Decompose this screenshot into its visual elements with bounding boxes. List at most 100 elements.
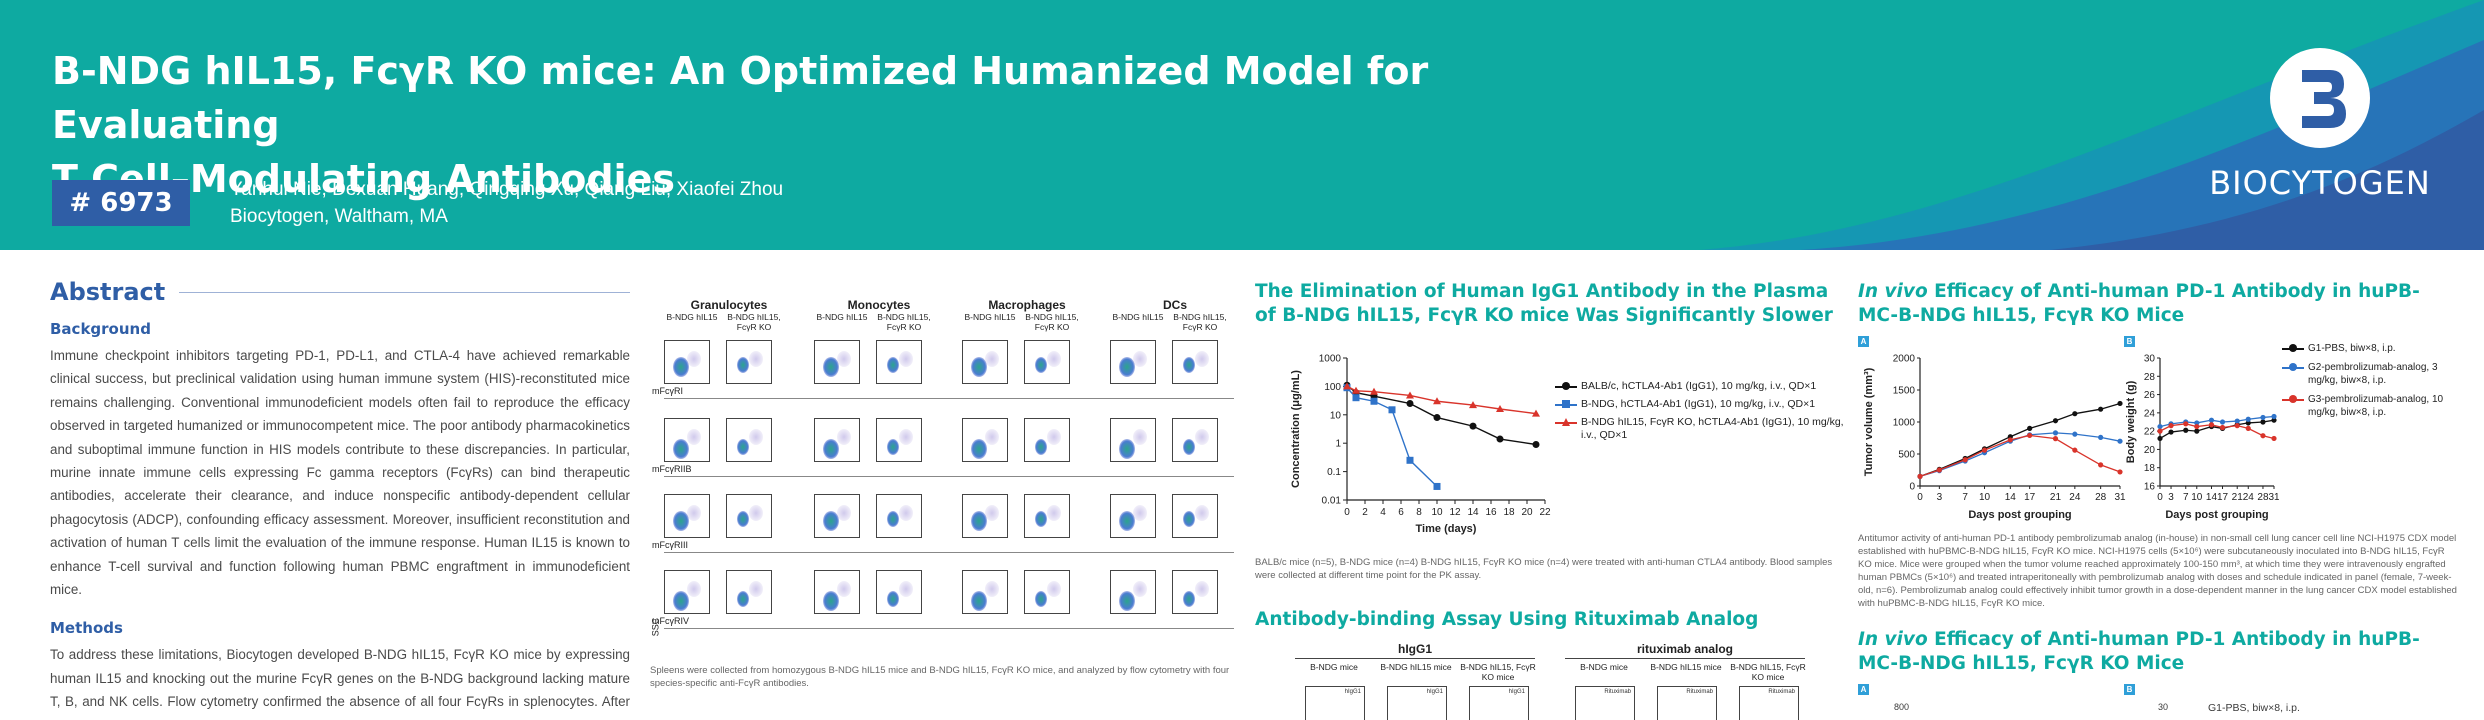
flow-plot-panel [1110,418,1156,462]
binding-gate-label: hIgG1 [1426,689,1443,695]
legend-dot [1562,382,1570,390]
flow-strain-label: B-NDG hIL15 [816,312,868,322]
flow-scatter-cloud [837,351,851,367]
poster-id-badge: # 6973 [52,180,190,226]
data-point [2183,427,2189,433]
background-heading: Background [50,320,151,338]
authors: Yanhui Nie, Dexuan Huang, Qingqing Xu, Q… [230,179,784,200]
flow-population-blob [1183,357,1195,373]
flow-scatter-cloud [1047,351,1061,367]
flow-scatter-cloud [837,429,851,445]
legend-label: G1-PBS, biw×8, i.p. [2308,343,2396,354]
pk-legend-item: B-NDG hIL15, FcγR KO, hCTLA4-Ab1 (IgG1),… [1555,416,1845,442]
pk-y-tick-label: 1 [1335,439,1341,450]
flow-scatter-cloud [1195,505,1209,521]
pk-data-point [1496,405,1504,413]
efficacy-title-1-rest: Efficacy of Anti-human PD-1 Antibody in … [1858,281,2420,326]
x-tick-label: 21 [2232,492,2244,503]
flow-population-blob [887,439,899,455]
pk-column: The Elimination of Human IgG1 Antibody i… [1255,280,1845,720]
legend-label: B-NDG, hCTLA4-Ab1 (IgG1), 10 mg/kg, i.v.… [1581,398,1816,410]
data-point [2157,423,2163,430]
pk-series-line [1346,385,1537,415]
data-point [2117,438,2123,444]
data-point [2157,435,2163,442]
panel-tag-b-2: B [2124,684,2135,695]
flow-plot-panel [726,570,772,614]
y-tick-label: 30 [2144,354,2156,365]
affiliation: Biocytogen, Waltham, MA [230,206,448,227]
flow-plot-panel [726,494,772,538]
flow-population-blob [823,357,839,377]
tumor-volume-chart: 0 3 7 10 14 17 21 24 28 31 0 500 1000 1500 2000 Days po… [1863,354,2126,522]
pk-legend-item: BALB/c, hCTLA4-Ab1 (IgG1), 10 mg/kg, i.v… [1555,380,1845,393]
pk-data-point [1433,482,1441,490]
pk-x-tick-label: 0 [1344,507,1350,518]
y-axis-title: Tumor volume (mm³) [1863,367,1875,476]
data-point [2245,420,2251,426]
legend-label: BALB/c, hCTLA4-Ab1 (IgG1), 10 mg/kg, i.v… [1581,380,1817,392]
flow-population-blob [1119,439,1135,459]
binding-group-rule [1565,658,1805,659]
flow-scatter-cloud [1195,581,1209,597]
legend-dot [2289,344,2297,352]
flow-population-blob [1183,591,1195,607]
binding-group-rule [1295,658,1535,659]
x-axis-title: Days post grouping [2165,509,2268,521]
pk-x-tick-label: 6 [1398,507,1404,518]
pk-data-point [1469,422,1477,430]
x-tick-label: 14 [2206,492,2218,503]
pk-y-tick-label: 0.01 [1322,496,1342,507]
flow-group-header: Macrophages [988,298,1066,312]
data-point [2027,432,2033,439]
data-point [2117,469,2123,475]
flow-population-blob [673,439,689,459]
efficacy-title-1: In vivo Efficacy of Anti-human PD-1 Anti… [1858,280,2458,328]
x-tick-label: 31 [2114,492,2126,503]
flow-plot-panel [1024,340,1070,384]
y-tick-label: 1500 [1893,386,1916,397]
flow-scatter-cloud [837,581,851,597]
x-tick-label: 0 [1917,492,1923,503]
data-point [2194,423,2200,430]
flow-population-blob [823,439,839,459]
data-point [2117,400,2123,407]
data-point [2052,418,2059,424]
logo-text: BIOCYTOGEN [2209,164,2431,202]
efficacy-legend-item: G2-pembrolizumab-analog, 3 mg/kg, biw×8,… [2282,361,2462,387]
flow-scatter-cloud [687,351,701,367]
binding-plot-panel: Rituximab [1575,686,1635,720]
flow-scatter-cloud [899,351,913,367]
data-point [2168,423,2174,429]
flow-population-blob [1035,511,1047,527]
flow-strain-label: B-NDG hIL15 [1112,312,1164,322]
x-tick-label: 28 [2257,492,2269,503]
efficacy-column: In vivo Efficacy of Anti-human PD-1 Anti… [1858,280,2458,720]
data-point [2072,431,2078,437]
y-tick-label: 20 [2144,445,2156,456]
data-point [2072,411,2078,417]
flow-population-blob [673,357,689,377]
flow-strain-label: B-NDG hIL15, FcγR KO [1025,312,1079,332]
flow-population-blob [971,591,987,611]
pk-x-tick-label: 22 [1539,507,1551,518]
flow-group-header: Granulocytes [690,298,768,312]
flow-population-blob [1119,511,1135,531]
flow-plot-panel [962,418,1008,462]
flow-y-label: SSC [650,617,661,637]
flow-plot-panel [1110,340,1156,384]
pk-data-point [1406,456,1414,464]
flow-population-blob [1035,357,1047,373]
flow-plot-panel [814,418,860,462]
data-point [2157,428,2163,434]
y-tick-label: 28 [2144,372,2156,383]
biocytogen-logo-icon [2270,48,2370,148]
series-line [2159,419,2275,440]
pk-x-tick-label: 20 [1521,507,1533,518]
pk-data-point [1352,394,1360,402]
flow-strain-label: B-NDG hIL15, FcγR KO [727,312,781,332]
flow-strain-label: B-NDG hIL15 [666,312,718,322]
pk-data-point [1406,399,1414,407]
flow-scatter-cloud [749,581,763,597]
data-point [2245,416,2251,422]
